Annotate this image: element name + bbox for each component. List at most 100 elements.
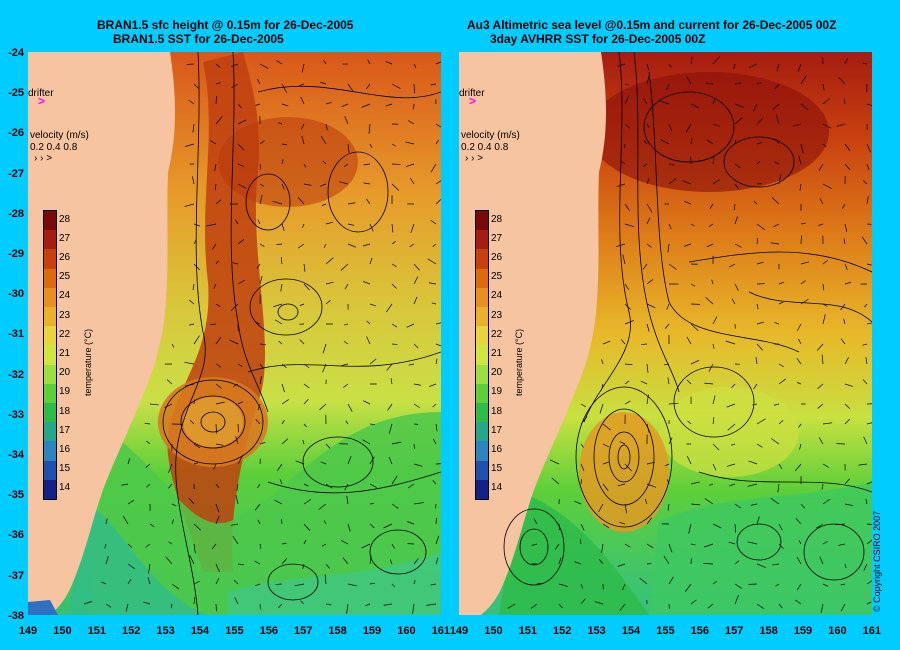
velocity-vector [863,563,868,571]
velocity-vector [749,63,758,68]
velocity-vector [773,161,780,165]
colorbar-tick-label: 26 [59,252,71,263]
velocity-vector [318,503,327,510]
velocity-vector [866,523,872,525]
velocity-vector [298,243,305,249]
velocity-vector [363,163,371,166]
velocity-vector [800,143,804,154]
velocity-vector [797,63,802,72]
velocity-vector [536,582,542,585]
longitude-label: 153 [156,625,175,637]
velocity-vector [125,603,129,612]
velocity-vector [844,143,851,151]
velocity-vector [325,221,333,225]
velocity-vector [620,339,626,345]
velocity-vector [622,583,626,591]
velocity-vector [602,483,609,491]
velocity-vector [362,281,371,285]
velocity-vector [705,297,714,305]
velocity-vector [215,260,219,265]
velocity-vector [294,583,305,587]
longitude-label: 154 [190,625,210,637]
velocity-vector [257,483,261,489]
velocity-vector [237,183,247,189]
velocity-vector [668,178,677,185]
velocity-vector [303,363,310,369]
velocity-vector [712,395,716,405]
velocity-vector [147,576,151,585]
velocity-vector [800,503,806,509]
velocity-vector [325,123,328,131]
velocity-vector [344,116,349,125]
velocity-vector [838,543,846,546]
velocity-vector [211,543,217,550]
velocity-vector [369,358,377,365]
velocity-vector [690,103,700,109]
colorbar-tick-label: 27 [59,232,71,244]
velocity-vector [726,403,736,408]
velocity-vector [391,83,401,89]
velocity-arrows-right: › › > [465,153,484,164]
longitude-label: 161 [431,625,450,637]
velocity-vector [259,543,262,549]
velocity-vector [299,339,305,345]
velocity-vector [101,581,107,585]
velocity-vector [302,439,305,445]
velocity-vector [866,539,872,545]
velocity-vector [146,483,151,488]
velocity-vector [320,81,327,85]
velocity-vector [690,323,699,331]
velocity-vector [778,363,784,368]
velocity-vector [277,603,283,609]
latitude-label: -35 [8,489,24,502]
colorbar-swatch [44,479,56,500]
velocity-vector [325,603,332,606]
velocity-vector [775,138,780,145]
velocity-vector [865,498,868,505]
velocity-vector [624,400,631,405]
velocity-vector [646,394,649,405]
velocity-vector [756,237,759,245]
velocity-vector [646,123,650,128]
velocity-vector [231,63,239,67]
velocity-vector [435,198,441,205]
velocity-vector [776,63,780,72]
velocity-vector [210,140,217,145]
velocity-vector [800,75,807,85]
velocity-vector [778,523,783,531]
velocity-vector [303,539,307,545]
colorbar-swatch [476,383,488,404]
velocity-vector [840,338,846,345]
velocity-vector [725,340,736,345]
velocity-vector [369,456,375,465]
velocity-vector [281,542,287,545]
velocity-vector [322,160,327,165]
velocity-vector [214,163,217,171]
velocity-vector [409,243,415,248]
velocity-vector [798,156,802,165]
velocity-vector [237,401,244,405]
longitude-label: 151 [518,625,537,637]
velocity-vector [646,423,650,433]
velocity-vector [602,423,611,431]
velocity-vector [840,603,846,612]
velocity-vector [303,183,312,186]
velocity-vector [347,202,356,205]
velocity-vector [616,183,626,187]
velocity-vector [774,83,780,90]
velocity-vector [430,163,437,173]
velocity-vector [747,541,758,545]
velocity-vector [215,82,222,85]
velocity-vector [729,483,736,487]
longitude-label: 152 [122,625,141,637]
velocity-vector [580,463,585,471]
latitude-label: -27 [8,167,24,180]
velocity-vector [602,340,611,345]
velocity-vector [430,83,437,86]
colorbar-tick-label: 24 [59,290,71,302]
velocity-vector [602,523,610,529]
velocity-vector [624,380,630,385]
velocity-vector [413,343,419,349]
colorbar-swatch [44,287,56,308]
velocity-vector [817,403,824,409]
